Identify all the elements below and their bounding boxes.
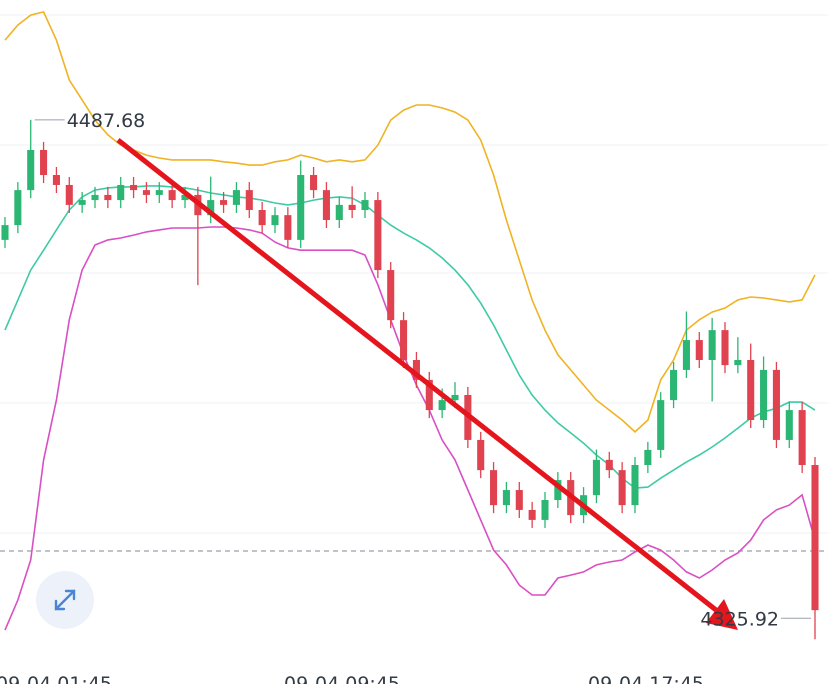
candle-body xyxy=(618,470,626,506)
candle-body xyxy=(695,340,703,360)
candle-body xyxy=(40,149,48,176)
candle-body xyxy=(515,490,523,510)
candle-body xyxy=(438,400,446,411)
candle-body xyxy=(734,359,742,366)
candle-body xyxy=(490,470,498,506)
expand-button[interactable] xyxy=(36,571,94,629)
candle-body xyxy=(310,175,318,191)
candle-body xyxy=(142,190,150,195)
candle-body xyxy=(52,175,60,185)
x-tick-label: 09-04 09:45 xyxy=(284,673,400,684)
candle-body xyxy=(708,330,716,360)
candle-body xyxy=(348,204,356,211)
candle-body xyxy=(181,194,189,201)
candle-body xyxy=(245,190,253,211)
candle-body xyxy=(502,490,510,506)
low-label: 4325.92 xyxy=(700,608,779,630)
candle-body xyxy=(207,200,215,216)
candle-body xyxy=(27,149,35,191)
candle-body xyxy=(130,184,138,191)
candle-body xyxy=(78,200,86,205)
candle-body xyxy=(760,369,768,421)
candle-body xyxy=(798,410,806,465)
candle-body xyxy=(104,194,112,201)
arrow-shaft xyxy=(116,138,718,612)
candle-body xyxy=(631,464,639,506)
candle-body xyxy=(400,320,408,360)
candle-body xyxy=(772,369,780,440)
trend-arrow xyxy=(116,138,738,630)
candle-body xyxy=(811,464,819,611)
candle-body xyxy=(657,400,665,450)
candle-body xyxy=(682,340,690,370)
candle-body xyxy=(258,210,266,226)
candle-body xyxy=(361,200,369,211)
candle-body xyxy=(1,225,9,240)
high-label: 4487.68 xyxy=(67,110,146,132)
candle-body xyxy=(271,215,279,226)
x-tick-label: 09-04 01:45 xyxy=(0,673,112,684)
candle-body xyxy=(605,459,613,471)
candle-body xyxy=(284,215,292,240)
candle-body xyxy=(168,190,176,201)
candle-body xyxy=(117,184,125,201)
candle-body xyxy=(477,439,485,471)
candle-body xyxy=(155,190,163,195)
candle-body xyxy=(232,190,240,205)
candle-body xyxy=(528,509,536,520)
candle-body xyxy=(322,190,330,220)
candle-body xyxy=(374,200,382,271)
candle-body xyxy=(387,270,395,321)
candle-body xyxy=(785,410,793,440)
candle-body xyxy=(91,194,99,201)
candle-body xyxy=(220,200,228,205)
candle-body xyxy=(644,449,652,465)
candle-body xyxy=(451,394,459,401)
grid xyxy=(0,14,828,534)
candle-body xyxy=(541,499,549,520)
x-tick-label: 09-04 17:45 xyxy=(588,673,704,684)
candles xyxy=(1,119,819,640)
candle-body xyxy=(721,330,729,366)
band-line xyxy=(4,10,816,433)
expand-icon xyxy=(54,589,76,611)
candle-body xyxy=(592,459,600,496)
candle-body xyxy=(65,184,73,205)
candle-body xyxy=(335,204,343,220)
candle-body xyxy=(14,190,22,226)
candle-body xyxy=(747,359,755,421)
candle-body xyxy=(425,379,433,411)
candle-body xyxy=(297,175,305,240)
candle-body xyxy=(670,369,678,401)
band-line xyxy=(4,185,816,489)
candle-body xyxy=(412,359,420,380)
arrow-head xyxy=(706,599,738,630)
labels: 4487.68 4325.92 09-04 01:45 09-04 09:45 09-0… xyxy=(0,110,811,684)
candle-body xyxy=(554,480,562,500)
